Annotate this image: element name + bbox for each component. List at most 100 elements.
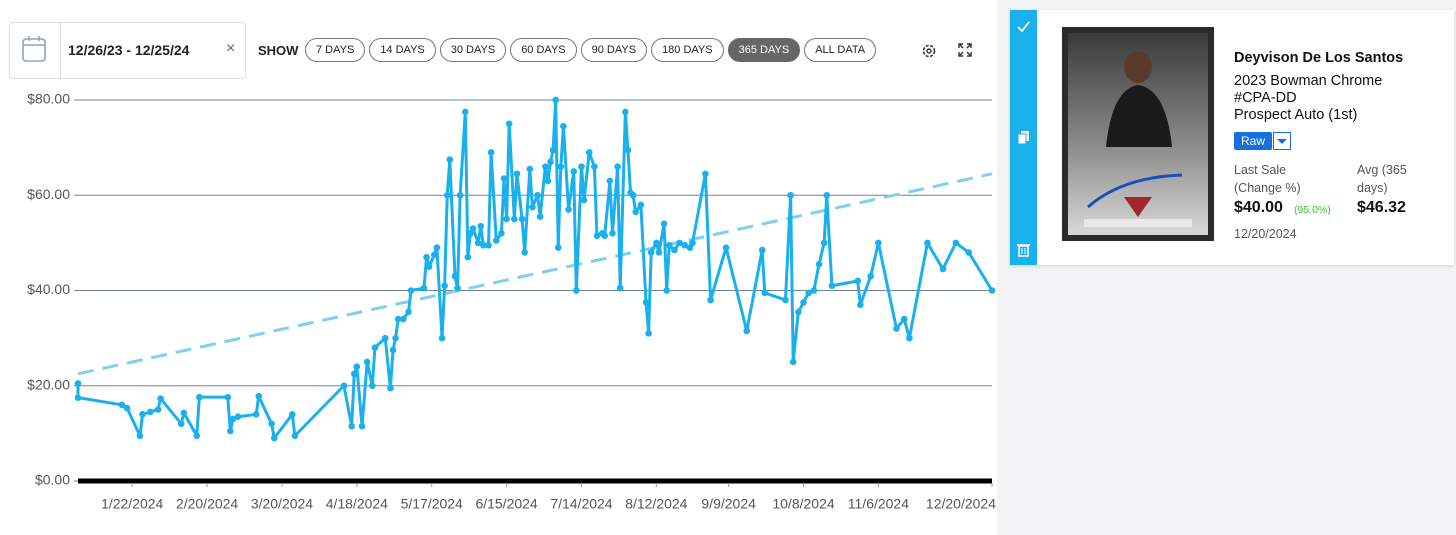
price-line xyxy=(76,98,994,440)
sale-point xyxy=(580,196,588,204)
sale-point xyxy=(477,222,485,230)
sale-point xyxy=(616,284,624,292)
sale-point xyxy=(423,253,430,261)
x-tick-label: 6/15/2024 xyxy=(475,496,537,512)
range-button[interactable]: 365 DAYS xyxy=(727,38,801,62)
range-button[interactable]: 90 DAYS xyxy=(580,38,648,62)
range-button[interactable]: 14 DAYS xyxy=(369,38,436,62)
avg-price: $46.32 xyxy=(1357,199,1406,216)
x-tick-label: 3/20/2024 xyxy=(251,496,313,512)
x-tick-label: 12/20/2024 xyxy=(926,496,996,512)
sale-point xyxy=(629,191,637,199)
side-panel: Deyvison De Los Santos 2023 Bowman Chrom… xyxy=(997,0,1456,535)
sale-point xyxy=(461,108,469,116)
sale-point xyxy=(454,284,461,292)
sale-point xyxy=(503,215,510,223)
sale-point xyxy=(487,149,495,156)
sale-point xyxy=(480,241,487,249)
sale-point xyxy=(939,265,947,273)
range-buttons: 7 DAYS 14 DAYS 30 DAYS 60 DAYS 90 DAYS 180 DA… xyxy=(305,38,877,62)
sale-point xyxy=(573,287,580,294)
card-variant: Prospect Auto (1st) xyxy=(1234,107,1358,123)
sale-point xyxy=(681,241,689,249)
sale-point xyxy=(389,346,397,354)
sale-point xyxy=(789,358,797,366)
x-tick-label: 1/22/2024 xyxy=(101,496,163,512)
sale-point xyxy=(74,394,82,401)
sale-point xyxy=(820,239,828,247)
sale-point xyxy=(544,177,552,185)
sale-point xyxy=(291,432,299,440)
settings-icon[interactable] xyxy=(920,42,938,60)
sale-point xyxy=(663,287,670,294)
sale-point xyxy=(270,434,278,442)
copy-icon[interactable] xyxy=(1016,130,1031,145)
sale-point xyxy=(534,191,541,199)
range-button[interactable]: 7 DAYS xyxy=(305,38,366,62)
show-label: SHOW xyxy=(258,43,299,58)
trash-icon[interactable] xyxy=(1016,242,1031,257)
sale-point xyxy=(154,406,162,413)
sale-point xyxy=(353,363,361,371)
sale-point xyxy=(381,334,389,342)
grade-dropdown[interactable] xyxy=(1273,132,1291,150)
sale-point xyxy=(371,344,379,351)
sale-point xyxy=(988,287,996,294)
x-tick-label: 5/17/2024 xyxy=(401,496,463,512)
date-range-picker[interactable]: 12/26/23 - 12/25/24 × xyxy=(9,22,246,79)
last-sale-price: $40.00 xyxy=(1234,199,1283,216)
calendar-icon[interactable] xyxy=(10,23,61,78)
sale-point xyxy=(387,384,394,392)
sale-point xyxy=(542,163,549,170)
sale-point xyxy=(660,220,668,228)
sale-point xyxy=(400,315,407,323)
sale-point xyxy=(585,149,593,156)
range-button[interactable]: 60 DAYS xyxy=(510,38,577,62)
sale-point xyxy=(438,334,446,342)
sale-point xyxy=(392,334,399,342)
sale-point xyxy=(521,249,528,256)
sale-point xyxy=(653,239,660,247)
sale-point xyxy=(136,432,144,440)
sale-point xyxy=(425,263,433,270)
card-number: #CPA-DD xyxy=(1234,90,1297,106)
sale-point xyxy=(229,415,237,423)
sale-point xyxy=(828,282,836,290)
sale-point xyxy=(924,239,931,247)
sale-point xyxy=(456,191,464,199)
y-tick-label: $20.00 xyxy=(27,376,70,392)
sale-point xyxy=(500,175,508,182)
sale-point xyxy=(624,146,632,154)
sale-point xyxy=(511,215,518,223)
range-button[interactable]: ALL DATA xyxy=(804,38,877,62)
sale-point xyxy=(505,120,513,128)
sale-point xyxy=(867,272,874,280)
sale-point xyxy=(498,230,505,237)
sale-point xyxy=(529,203,536,211)
sale-point xyxy=(193,432,201,440)
sale-point xyxy=(642,299,650,306)
clear-button[interactable]: × xyxy=(226,40,236,57)
range-button[interactable]: 30 DAYS xyxy=(439,38,507,62)
range-button[interactable]: 180 DAYS xyxy=(651,38,724,62)
sale-point xyxy=(554,244,562,251)
card-set: 2023 Bowman Chrome xyxy=(1234,73,1383,89)
sale-point xyxy=(637,201,645,209)
sale-point xyxy=(609,230,616,237)
sale-point xyxy=(758,246,766,254)
last-sale-label: Last Sale (Change %) xyxy=(1234,163,1301,195)
y-tick-label: $80.00 xyxy=(27,91,70,107)
expand-icon[interactable] xyxy=(957,42,973,58)
sale-point xyxy=(782,296,789,304)
sale-point xyxy=(446,156,454,163)
sale-point xyxy=(358,422,366,430)
grade-button[interactable]: Raw xyxy=(1234,132,1272,150)
card-image xyxy=(1062,27,1214,241)
avg-label: Avg (365 days) xyxy=(1357,163,1407,195)
x-tick-label: 11/6/2024 xyxy=(848,496,909,512)
check-icon[interactable] xyxy=(1016,19,1031,34)
sale-point xyxy=(157,395,164,402)
sale-point xyxy=(565,206,572,213)
sale-point xyxy=(805,289,812,297)
